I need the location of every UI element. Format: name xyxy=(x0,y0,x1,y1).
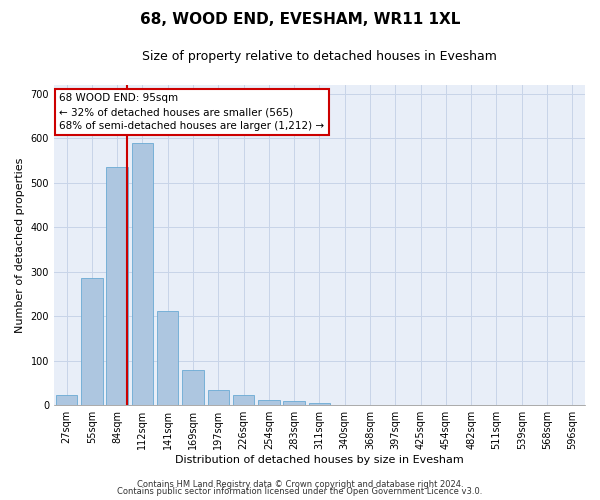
Bar xyxy=(157,311,178,405)
Bar xyxy=(309,403,330,405)
Bar xyxy=(131,143,153,405)
Bar xyxy=(81,278,103,405)
Bar xyxy=(182,370,204,405)
Title: Size of property relative to detached houses in Evesham: Size of property relative to detached ho… xyxy=(142,50,497,63)
Bar xyxy=(283,401,305,405)
Bar xyxy=(56,396,77,405)
Y-axis label: Number of detached properties: Number of detached properties xyxy=(15,158,25,333)
Text: Contains public sector information licensed under the Open Government Licence v3: Contains public sector information licen… xyxy=(118,487,482,496)
X-axis label: Distribution of detached houses by size in Evesham: Distribution of detached houses by size … xyxy=(175,455,464,465)
Bar xyxy=(233,396,254,405)
Text: 68 WOOD END: 95sqm
← 32% of detached houses are smaller (565)
68% of semi-detach: 68 WOOD END: 95sqm ← 32% of detached hou… xyxy=(59,93,325,131)
Bar xyxy=(258,400,280,405)
Text: 68, WOOD END, EVESHAM, WR11 1XL: 68, WOOD END, EVESHAM, WR11 1XL xyxy=(140,12,460,28)
Text: Contains HM Land Registry data © Crown copyright and database right 2024.: Contains HM Land Registry data © Crown c… xyxy=(137,480,463,489)
Bar xyxy=(106,168,128,405)
Bar xyxy=(208,390,229,405)
